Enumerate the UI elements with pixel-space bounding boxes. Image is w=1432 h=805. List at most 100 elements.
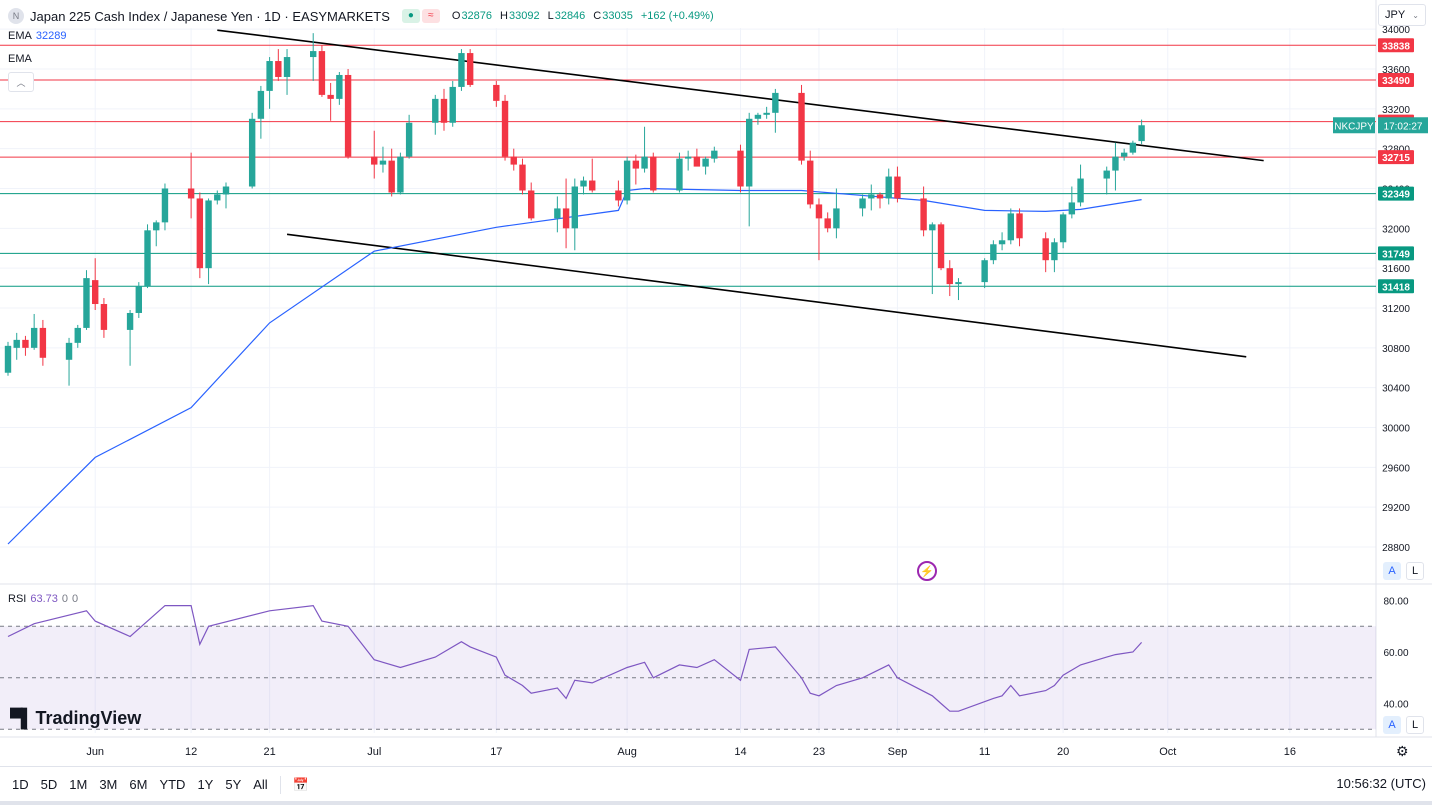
currency-selector[interactable]: JPY ⌄ (1378, 4, 1426, 26)
price-tick-12: 29200 (1382, 503, 1410, 514)
candle-51 (623, 156, 631, 205)
level-label-33490: 33490 (1382, 76, 1410, 87)
candle-49 (589, 158, 596, 193)
range-1y[interactable]: 1Y (197, 777, 214, 792)
candle-23 (275, 49, 282, 81)
candle-body-35 (432, 98, 439, 123)
candle-21 (257, 85, 265, 139)
time-label-3: Jul (367, 746, 381, 758)
rsi-extra-1: 0 (61, 593, 68, 605)
candle-body-90 (1103, 170, 1110, 179)
candle-48 (580, 176, 587, 195)
tradingview-logo[interactable]: ▀▌ TradingView (10, 708, 141, 729)
candle-body-30 (371, 156, 378, 165)
price-tick-10: 30000 (1382, 424, 1410, 435)
price-tick-5: 32000 (1382, 224, 1410, 235)
range-5y[interactable]: 5Y (225, 777, 242, 792)
ema-legend-2[interactable]: EMA (8, 53, 32, 65)
candle-36 (440, 88, 448, 131)
candle-14 (161, 183, 169, 231)
ohlc-values: O32876 H33092 L32846 C33035 +162 (+0.49%… (452, 10, 714, 22)
candle-body-27 (327, 94, 334, 99)
bottom-strip (0, 801, 1432, 805)
delayed-data-icon: ≈ (421, 9, 440, 23)
candle-92 (1120, 148, 1128, 161)
candle-body-82 (998, 240, 1006, 245)
candle-4 (39, 319, 47, 366)
channel-line-0 (217, 29, 1264, 162)
gear-icon[interactable]: ⚙ (1396, 743, 1409, 759)
candle-9 (100, 298, 108, 338)
candle-body-87 (1059, 214, 1067, 243)
rsi-value: 63.73 (30, 593, 58, 605)
candle-body-23 (275, 61, 282, 77)
candle-13 (153, 220, 160, 247)
candle-94 (1138, 119, 1145, 145)
utc-clock[interactable]: 10:56:32 (UTC) (1336, 776, 1426, 791)
candle-body-59 (711, 150, 718, 159)
price-tick-7: 31200 (1382, 304, 1410, 315)
candle-body-63 (763, 112, 770, 115)
rsi-legend[interactable]: RSI 63.73 0 0 (8, 593, 78, 605)
market-open-icon: ● (401, 9, 420, 23)
time-label-0: Jun (86, 746, 104, 758)
candle-body-25 (310, 51, 317, 58)
candle-69 (833, 188, 840, 239)
rsi-log-scale-button[interactable]: L (1406, 716, 1424, 734)
time-label-5: Aug (617, 746, 637, 758)
candle-body-60 (737, 150, 744, 187)
time-label-6: 14 (734, 746, 746, 758)
candle-66 (807, 150, 814, 209)
time-label-10: 20 (1057, 746, 1069, 758)
candle-body-4 (39, 327, 47, 358)
range-5d[interactable]: 5D (40, 777, 58, 792)
candle-body-26 (318, 51, 326, 95)
market-status[interactable]: ● ≈ (401, 9, 440, 23)
candle-body-32 (388, 160, 395, 193)
range-6m[interactable]: 6M (129, 777, 148, 792)
time-label-2: 21 (263, 746, 275, 758)
log-scale-button[interactable]: L (1406, 562, 1424, 580)
rsi-auto-scale-button[interactable]: A (1383, 716, 1401, 734)
currency-value: JPY (1385, 9, 1406, 21)
candle-body-31 (379, 160, 387, 165)
symbol-label-bg (1333, 117, 1375, 134)
candle-82 (998, 232, 1006, 251)
candle-body-7 (83, 278, 90, 328)
lightning-icon[interactable]: ⚡ (917, 561, 937, 581)
candle-body-41 (501, 100, 509, 157)
range-ytd[interactable]: YTD (159, 777, 186, 792)
candle-85 (1042, 232, 1049, 273)
candle-body-65 (798, 92, 805, 161)
candle-body-84 (1016, 213, 1023, 239)
collapse-legend-button[interactable]: ︿ (8, 72, 34, 92)
candle-71 (868, 184, 875, 211)
candle-18 (214, 190, 221, 205)
range-all[interactable]: All (253, 777, 268, 792)
candle-78 (946, 260, 953, 297)
candle-1 (13, 332, 20, 360)
level-label-bg-32715 (1378, 150, 1414, 165)
range-3m[interactable]: 3M (99, 777, 118, 792)
open-label: O (451, 10, 461, 22)
chart-title[interactable]: Japan 225 Cash Index / Japanese Yen · 1D… (30, 8, 390, 24)
close-value: 33035 (602, 10, 633, 22)
range-1m[interactable]: 1M (69, 777, 88, 792)
candle-15 (187, 152, 195, 219)
price-tick-2: 33200 (1382, 105, 1410, 116)
candle-67 (815, 198, 823, 261)
candle-93 (1129, 140, 1137, 155)
auto-scale-button[interactable]: A (1383, 562, 1401, 580)
candle-body-74 (894, 176, 901, 199)
candle-body-93 (1129, 142, 1137, 153)
calendar-icon[interactable]: 📅 (292, 776, 309, 792)
range-1d[interactable]: 1D (12, 777, 29, 792)
candle-11 (135, 282, 142, 318)
candle-8 (92, 258, 99, 310)
candle-body-9 (100, 304, 108, 330)
ema-legend-1[interactable]: EMA 32289 (8, 30, 66, 42)
candle-62 (754, 112, 762, 125)
time-label-9: 11 (979, 746, 990, 758)
candle-body-49 (589, 180, 596, 191)
